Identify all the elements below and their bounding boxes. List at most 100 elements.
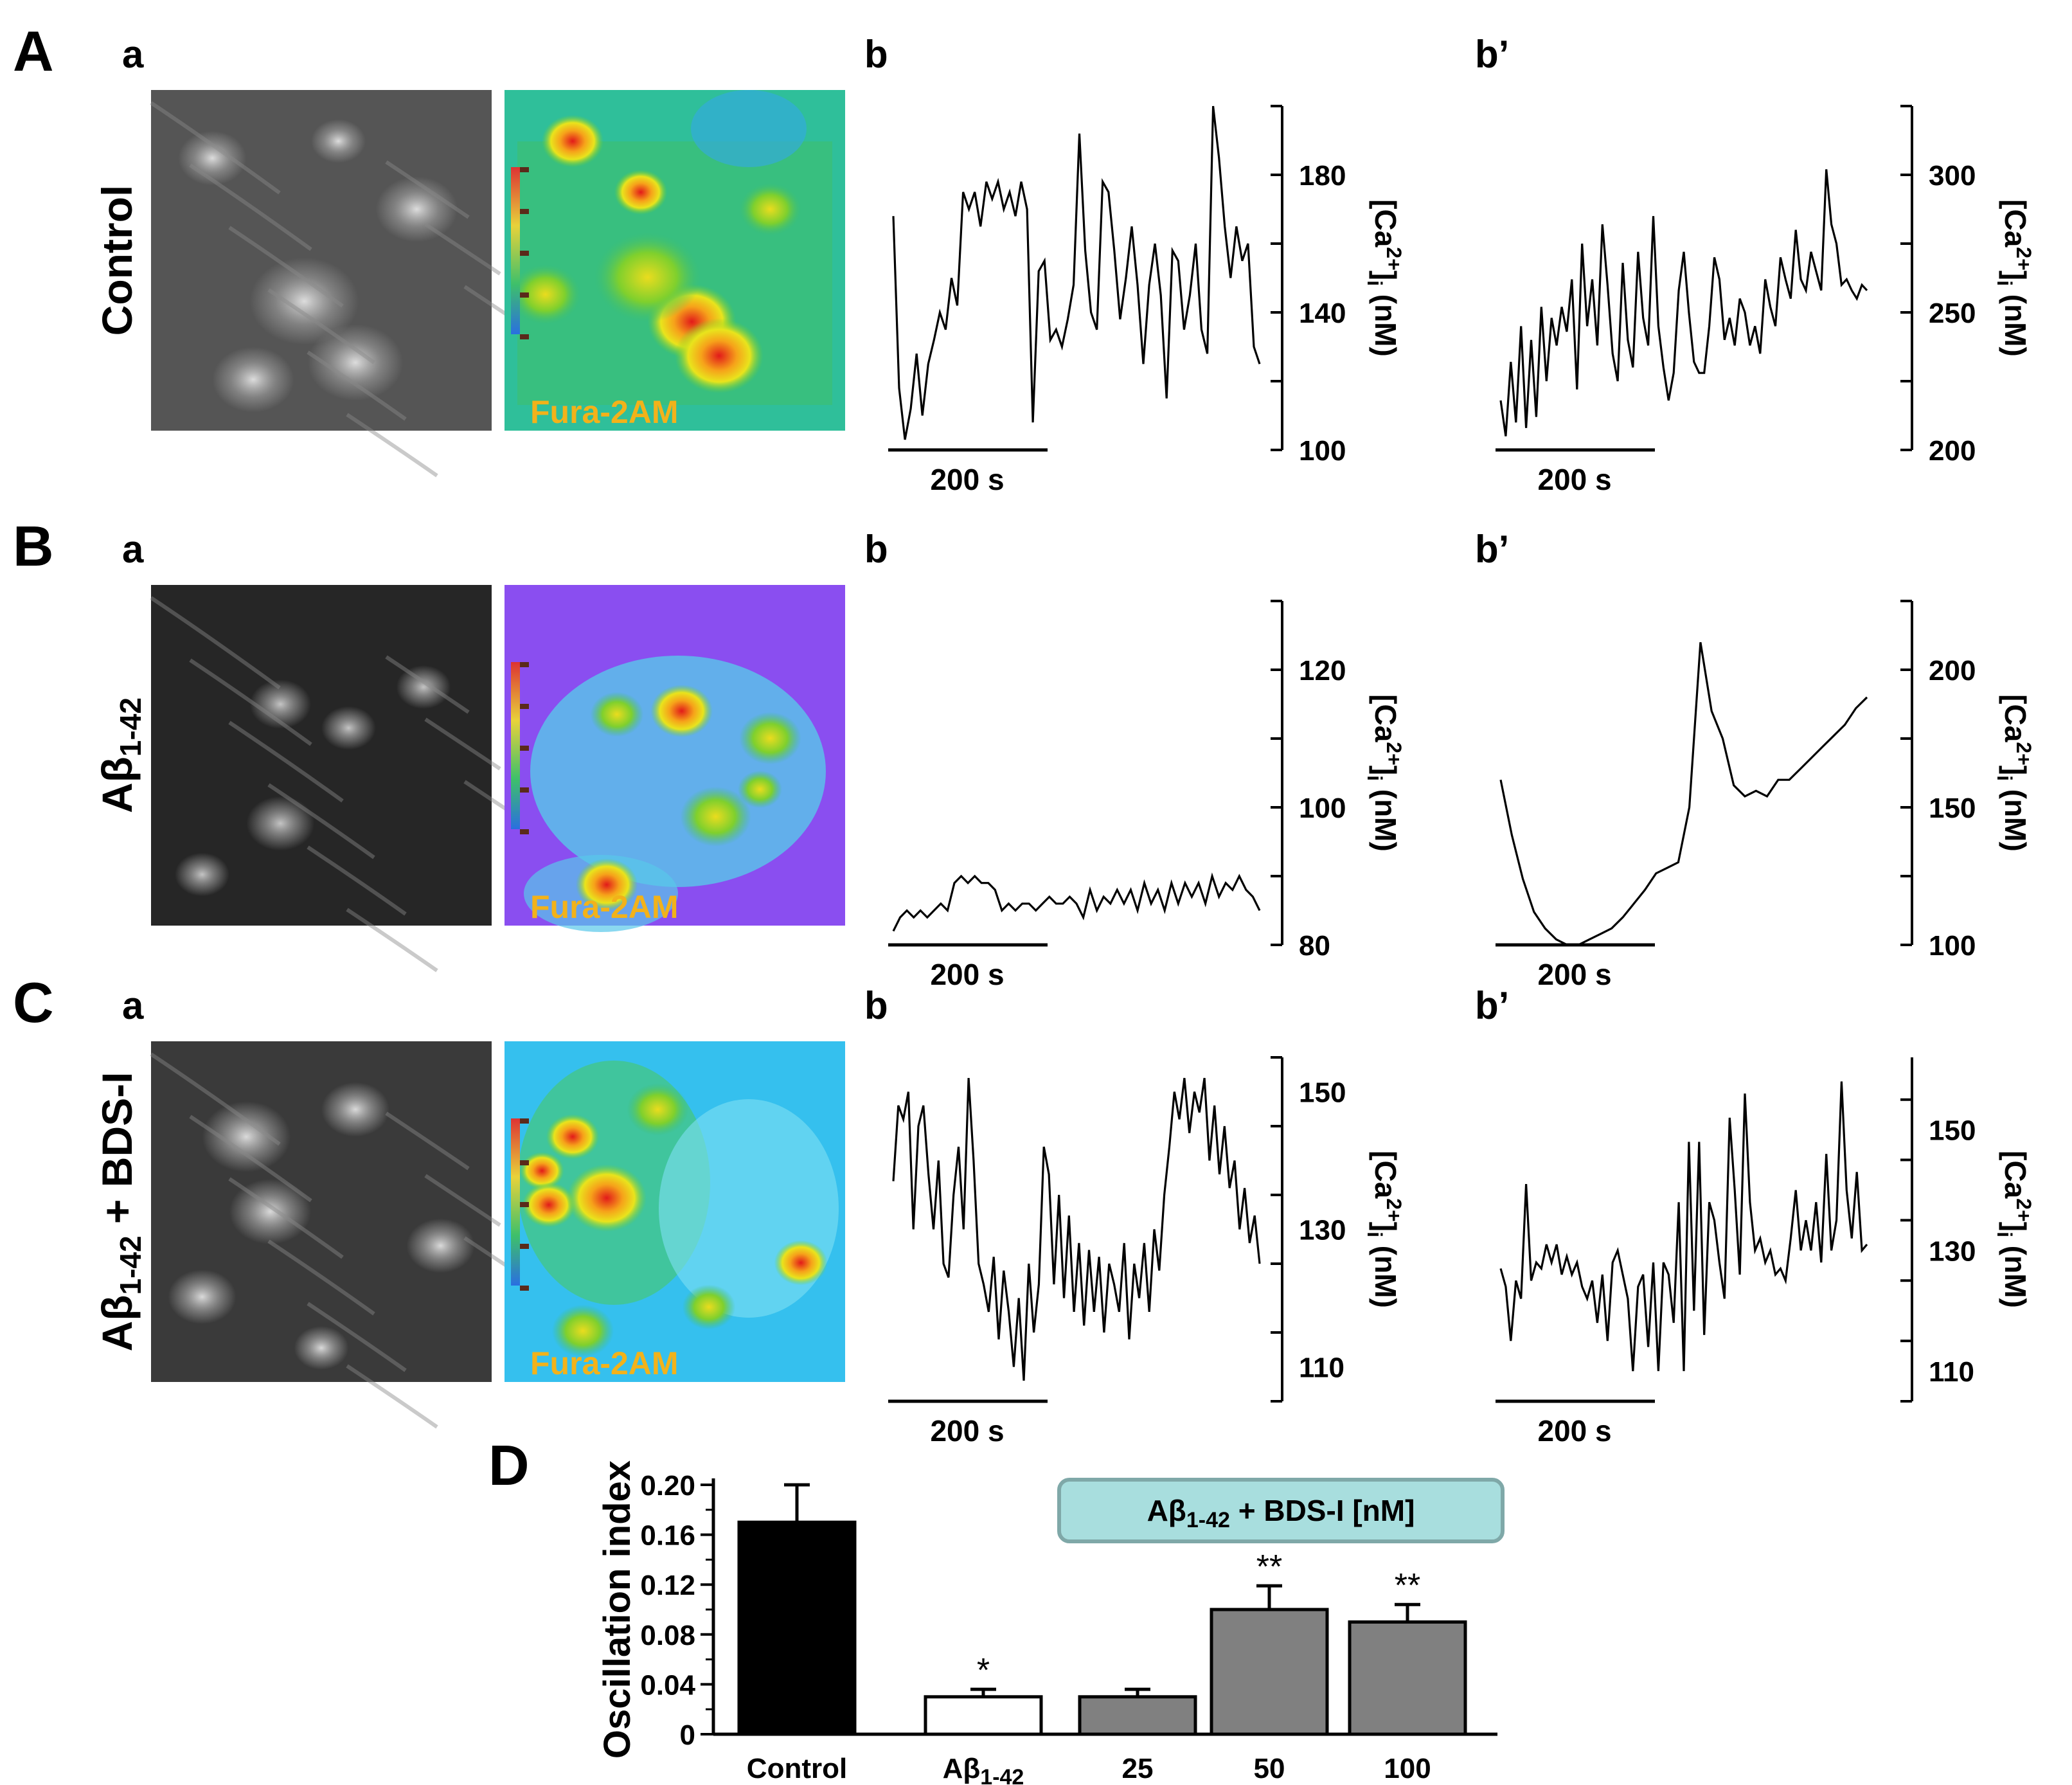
subpanel-a-label: a (122, 33, 144, 76)
cell-process (228, 226, 344, 308)
fura-pseudocolor-image: Fura-2AM (505, 585, 845, 932)
trace-panel-b-prime: 110 130 150 [Ca2+]i (nM) 200 s (1496, 1057, 2035, 1448)
significance-marker: ** (1256, 1548, 1282, 1586)
cell-process (150, 101, 281, 195)
condition-main: Aβ (93, 1295, 141, 1352)
fura-pseudocolor-image: Fura-2AM (505, 90, 845, 431)
y-tick-label: 200 (1929, 655, 1976, 686)
y-tick-label: 130 (1299, 1215, 1346, 1246)
ca-superscript: 2+ (2012, 1198, 2035, 1221)
cell-process (346, 1364, 438, 1429)
y-tick-label: 150 (1299, 1077, 1346, 1109)
cell-process (424, 717, 501, 771)
condition-main: Aβ (93, 757, 141, 813)
cell-body (202, 1101, 291, 1172)
x-category-main: 25 (1122, 1753, 1154, 1784)
cell-body (249, 679, 312, 729)
y-tick-label: 200 (1929, 435, 1976, 467)
condition-label: Control (93, 185, 141, 336)
calcium-trace-b-prime (1499, 1081, 1868, 1372)
x-category-label: Aβ1-42 (943, 1753, 1024, 1785)
subpanel-b-label: b (864, 528, 888, 571)
trace-panel-b-prime: 100 150 200 [Ca2+]i (nM) 200 s (1496, 600, 2035, 991)
bracket-main: Aβ (1147, 1494, 1186, 1527)
cell-process (424, 1174, 501, 1227)
ca-close: ] (1369, 766, 1402, 775)
ca-subscript: i (1363, 280, 1386, 286)
ca-prefix: [Ca (1999, 199, 2032, 247)
time-scale-label: 200 s (1537, 463, 1611, 496)
cell-process (150, 596, 281, 690)
subpanel-a-label: a (122, 984, 144, 1027)
bar-4 (1348, 1620, 1467, 1736)
subpanel-b-prime-label: b’ (1475, 984, 1509, 1027)
cell-area (691, 90, 807, 167)
calibration-tick (520, 1244, 529, 1249)
ca-unit: (nM) (1369, 1237, 1402, 1308)
cell-process (189, 163, 312, 251)
time-scale-label: 200 s (1537, 958, 1611, 991)
cell-body (307, 324, 404, 401)
calibration-tick (520, 829, 529, 834)
x-category-main: 50 (1254, 1753, 1285, 1784)
ca-unit: (nM) (1999, 286, 2032, 357)
row-letter-b: B (13, 514, 54, 578)
ca-close: ] (1999, 1222, 2032, 1232)
cell-process (267, 783, 375, 859)
calibration-tick (520, 334, 529, 339)
x-category-label: 25 (1122, 1753, 1154, 1784)
bracket-suffix: + BDS-I [nM] (1230, 1494, 1415, 1527)
cell-body (294, 1326, 349, 1370)
y-tick-label: 100 (1299, 793, 1346, 824)
cell-body (406, 1218, 475, 1273)
y-tick-label: 130 (1929, 1235, 1976, 1267)
ca-prefix: [Ca (1369, 1151, 1402, 1199)
y-tick-label: 180 (1299, 160, 1346, 192)
cell-body (178, 130, 247, 186)
cell-process (307, 350, 407, 421)
calibration-tick (520, 1118, 529, 1124)
x-category-main: Control (747, 1753, 847, 1784)
calibration-tick (520, 1286, 529, 1291)
condition-label: Aβ1-42 (93, 697, 147, 813)
significance-marker: * (977, 1652, 990, 1689)
calcium-hotspot (627, 1083, 689, 1136)
cell-body (311, 119, 366, 163)
bar-1 (924, 1695, 1043, 1736)
condition-subscript: 1-42 (114, 697, 147, 757)
significance-marker: ** (1395, 1567, 1420, 1604)
y-tick-label: 140 (1299, 298, 1346, 329)
cell-process (385, 655, 470, 714)
calcium-hotspot (541, 114, 604, 168)
calcium-hotspot (680, 786, 751, 847)
trace-panel-b: 80 100 120 [Ca2+]i (nM) 200 s (888, 600, 1406, 991)
bar-3 (1210, 1608, 1329, 1736)
calcium-hotspot (739, 183, 801, 236)
calcium-trace-b (892, 1077, 1261, 1381)
condition-main: Control (93, 185, 141, 336)
cell-body (168, 1269, 237, 1324)
calcium-trace-b (892, 105, 1261, 440)
y-axis-label: [Ca2+]i (nM) (1363, 694, 1406, 852)
y-tick-label: 250 (1929, 298, 1976, 329)
subpanel-b-prime-label: b’ (1475, 33, 1509, 76)
fura-2am-label: Fura-2AM (530, 1345, 679, 1381)
calcium-hotspot (594, 232, 701, 323)
cell-process (189, 1115, 312, 1203)
subpanel-b-prime-label: b’ (1475, 528, 1509, 571)
calcium-hotspot (738, 770, 782, 809)
x-category-label: 50 (1254, 1753, 1285, 1784)
cell-process (307, 1302, 407, 1372)
cell-process (424, 222, 501, 276)
calibration-scale-bar (511, 167, 520, 334)
x-category-subscript: 1-42 (980, 1765, 1024, 1785)
calcium-hotspot (522, 1182, 576, 1228)
calcium-trace-b-prime (1499, 641, 1868, 946)
calcium-hotspot (590, 692, 644, 737)
y-tick-label: 120 (1299, 655, 1346, 686)
y-tick-label: 150 (1929, 793, 1976, 824)
calibration-tick (520, 746, 529, 751)
calcium-hotspot (519, 1152, 564, 1190)
